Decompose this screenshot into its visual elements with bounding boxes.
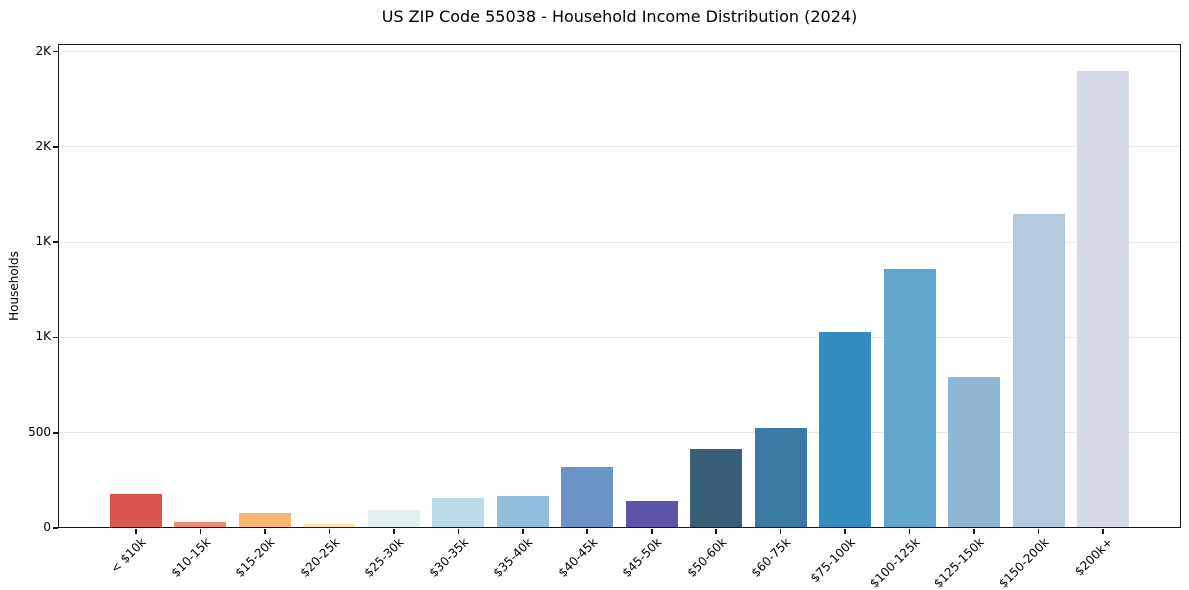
bar — [367, 509, 420, 528]
y-gridline — [58, 51, 1181, 53]
y-gridline — [58, 241, 1181, 243]
x-tick-label: $25-30k — [361, 535, 407, 580]
x-tick-mark — [844, 529, 846, 534]
y-tick-mark — [53, 431, 58, 434]
x-tick-label: $45-50k — [619, 535, 665, 580]
x-tick-label: $20-25k — [297, 535, 343, 580]
y-tick-mark — [53, 50, 58, 53]
x-tick-label: $30-35k — [426, 535, 472, 580]
bar — [754, 427, 807, 528]
x-tick-label: $75-100k — [807, 535, 859, 586]
bar — [1077, 70, 1129, 528]
bar — [561, 467, 614, 528]
x-tick-mark — [586, 529, 589, 534]
x-tick-mark — [973, 529, 975, 534]
y-tick-label: 500 — [28, 424, 51, 439]
x-tick-label: $50-60k — [684, 535, 730, 580]
x-tick-label: $15-20k — [232, 535, 278, 580]
x-tick-label: $100-125k — [866, 535, 923, 590]
bar — [110, 493, 162, 528]
y-tick-label: 2K — [35, 138, 51, 153]
bar — [174, 522, 227, 528]
bar — [432, 498, 485, 528]
bar — [819, 331, 872, 528]
x-tick-label: $10-15k — [168, 535, 214, 580]
x-tick-mark — [650, 529, 653, 534]
bar — [496, 495, 549, 528]
y-tick-mark — [53, 241, 58, 243]
x-tick-mark — [1102, 529, 1104, 534]
y-tick-label: 1K — [35, 234, 51, 249]
bar — [883, 268, 936, 528]
x-tick-mark — [264, 529, 266, 534]
x-tick-label: < $10k — [108, 535, 149, 576]
bar — [1012, 213, 1065, 528]
x-tick-label: $60-75k — [748, 535, 794, 580]
x-tick-mark — [393, 529, 395, 534]
x-tick-mark — [135, 529, 137, 534]
x-tick-label: $150-200k — [995, 535, 1052, 590]
y-tick-mark — [53, 527, 58, 529]
x-tick-label: $40-45k — [555, 535, 601, 580]
y-gridline — [58, 432, 1181, 434]
x-tick-mark — [1037, 529, 1040, 534]
x-tick-mark — [328, 529, 331, 534]
x-tick-mark — [457, 529, 460, 534]
x-tick-mark — [908, 529, 911, 534]
y-tick-mark — [53, 336, 58, 339]
bar — [625, 501, 678, 528]
y-tick-mark — [53, 146, 58, 148]
bar — [238, 512, 291, 528]
chart-title: US ZIP Code 55038 - Household Income Dis… — [381, 7, 858, 26]
y-axis-label: Households — [7, 251, 21, 321]
y-gridline — [58, 146, 1181, 148]
y-tick-label: 0 — [43, 520, 51, 534]
x-tick-mark — [715, 529, 717, 534]
x-tick-label: $35-40k — [490, 535, 536, 580]
x-tick-label: $125-150k — [931, 535, 987, 590]
x-tick-mark — [199, 529, 202, 534]
y-gridline — [58, 336, 1181, 338]
y-tick-label: 1K — [35, 329, 51, 344]
x-tick-label: $200k+ — [1072, 535, 1116, 579]
x-tick-mark — [522, 529, 524, 534]
bar — [303, 524, 356, 528]
bar — [948, 377, 1001, 528]
y-tick-label: 2K — [35, 43, 51, 58]
bar — [690, 448, 743, 528]
x-tick-mark — [779, 529, 782, 534]
